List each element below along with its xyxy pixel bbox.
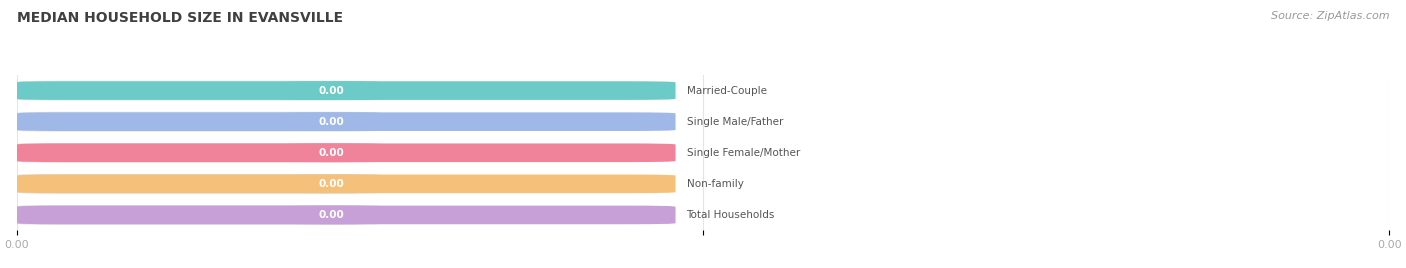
FancyBboxPatch shape (281, 143, 381, 162)
Text: 0.00: 0.00 (318, 117, 344, 127)
Text: Single Female/Mother: Single Female/Mother (686, 148, 800, 158)
Text: MEDIAN HOUSEHOLD SIZE IN EVANSVILLE: MEDIAN HOUSEHOLD SIZE IN EVANSVILLE (17, 11, 343, 25)
FancyBboxPatch shape (17, 143, 381, 162)
Text: Single Male/Father: Single Male/Father (686, 117, 783, 127)
Text: 0.00: 0.00 (318, 179, 344, 189)
FancyBboxPatch shape (281, 174, 381, 193)
FancyBboxPatch shape (17, 112, 675, 131)
FancyBboxPatch shape (281, 112, 381, 131)
Text: Married-Couple: Married-Couple (686, 85, 766, 96)
Text: Non-family: Non-family (686, 179, 744, 189)
FancyBboxPatch shape (17, 81, 381, 100)
Text: 0.00: 0.00 (318, 85, 344, 96)
FancyBboxPatch shape (281, 81, 381, 100)
FancyBboxPatch shape (281, 206, 381, 224)
FancyBboxPatch shape (17, 174, 675, 193)
Text: 0.00: 0.00 (318, 148, 344, 158)
FancyBboxPatch shape (17, 206, 381, 224)
FancyBboxPatch shape (17, 112, 381, 131)
FancyBboxPatch shape (17, 174, 381, 193)
FancyBboxPatch shape (17, 81, 675, 100)
Text: Source: ZipAtlas.com: Source: ZipAtlas.com (1271, 11, 1389, 21)
Text: 0.00: 0.00 (318, 210, 344, 220)
Text: Total Households: Total Households (686, 210, 775, 220)
FancyBboxPatch shape (17, 206, 675, 224)
FancyBboxPatch shape (17, 143, 675, 162)
